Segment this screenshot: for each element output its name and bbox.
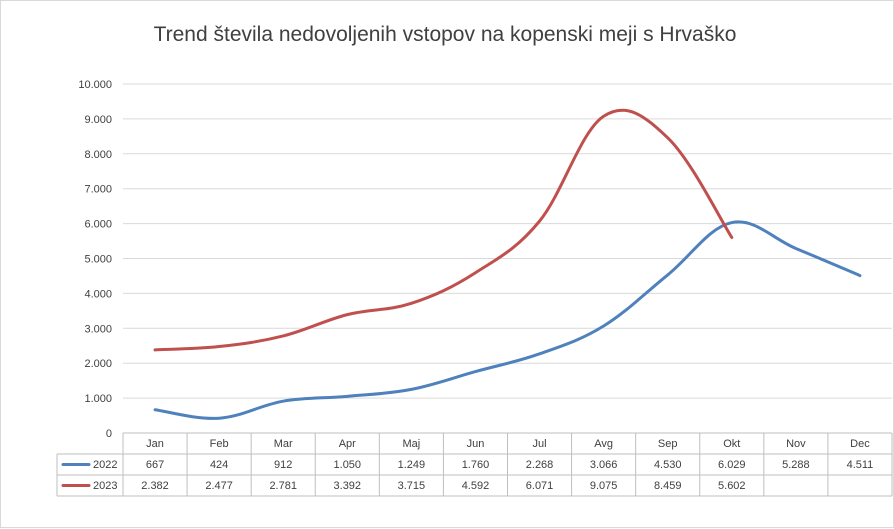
y-tick-label: 2.000: [84, 358, 112, 370]
y-tick-label: 3.000: [84, 323, 112, 335]
y-axis-tick-labels: 0 1.000 2.000 3.000 4.000 5.000 6.000 7.000 8.00…: [78, 79, 112, 440]
y-tick-label: 6.000: [84, 219, 112, 231]
y-tick-label: 0: [106, 428, 112, 440]
data-table-cell: 1.249: [398, 459, 426, 471]
data-table-cell: 424: [210, 459, 228, 471]
data-table-cell: 3.715: [398, 480, 426, 492]
x-tick-label: Jun: [467, 438, 485, 450]
y-tick-label: 7.000: [84, 184, 112, 196]
series-line-2023: [153, 108, 734, 352]
data-table-cell: 6.071: [526, 480, 554, 492]
data-table-cell: 4.530: [654, 459, 682, 471]
data-table-cell: 3.066: [590, 459, 618, 471]
y-tick-label: 10.000: [78, 79, 112, 91]
x-tick-label: Apr: [339, 438, 356, 450]
y-tick-label: 5.000: [84, 254, 112, 266]
x-tick-label: Maj: [403, 438, 421, 450]
x-tick-label: Jul: [533, 438, 547, 450]
y-tick-label: 1.000: [84, 393, 112, 405]
data-table-cell: 4.592: [462, 480, 490, 492]
x-tick-label: Avg: [594, 438, 613, 450]
data-table-cell: 912: [274, 459, 292, 471]
data-table-cell: 8.459: [654, 480, 682, 492]
data-table: Jan Feb Mar Apr Maj Jun Jul Avg Sep Okt Nov Dec 2022…: [56, 432, 893, 497]
x-tick-label: Mar: [274, 438, 293, 450]
gridlines: [123, 83, 892, 399]
data-table-cell: 1.760: [462, 459, 490, 471]
data-table-cell: 667: [146, 459, 164, 471]
series-line-2022: [153, 220, 862, 420]
x-tick-label: Feb: [210, 438, 229, 450]
x-tick-label: Okt: [723, 438, 740, 450]
data-table-cell: 5.602: [718, 480, 746, 492]
data-table-cell: 3.392: [334, 480, 362, 492]
data-table-cell: 5.288: [782, 459, 810, 471]
data-table-cell: 2.382: [141, 480, 169, 492]
data-table-cell: 2.268: [526, 459, 554, 471]
data-table-cell: 2.781: [269, 480, 297, 492]
data-table-cell: 2.477: [205, 480, 233, 492]
legend-label: 2022: [93, 459, 117, 471]
y-tick-label: 4.000: [84, 288, 112, 300]
data-table-cell: 1.050: [334, 459, 362, 471]
x-tick-label: Sep: [658, 438, 678, 450]
x-tick-label: Jan: [146, 438, 164, 450]
data-table-cell: 4.511: [847, 459, 874, 471]
y-tick-label: 8.000: [84, 149, 112, 161]
x-tick-label: Nov: [786, 438, 806, 450]
legend-label: 2023: [93, 480, 117, 492]
series-lines: [153, 108, 862, 420]
x-tick-label: Dec: [850, 438, 870, 450]
data-table-cell: 9.075: [590, 480, 618, 492]
chart-title: Trend števila nedovoljenih vstopov na ko…: [154, 23, 737, 46]
data-table-cell: 6.029: [718, 459, 746, 471]
y-tick-label: 9.000: [84, 114, 112, 126]
